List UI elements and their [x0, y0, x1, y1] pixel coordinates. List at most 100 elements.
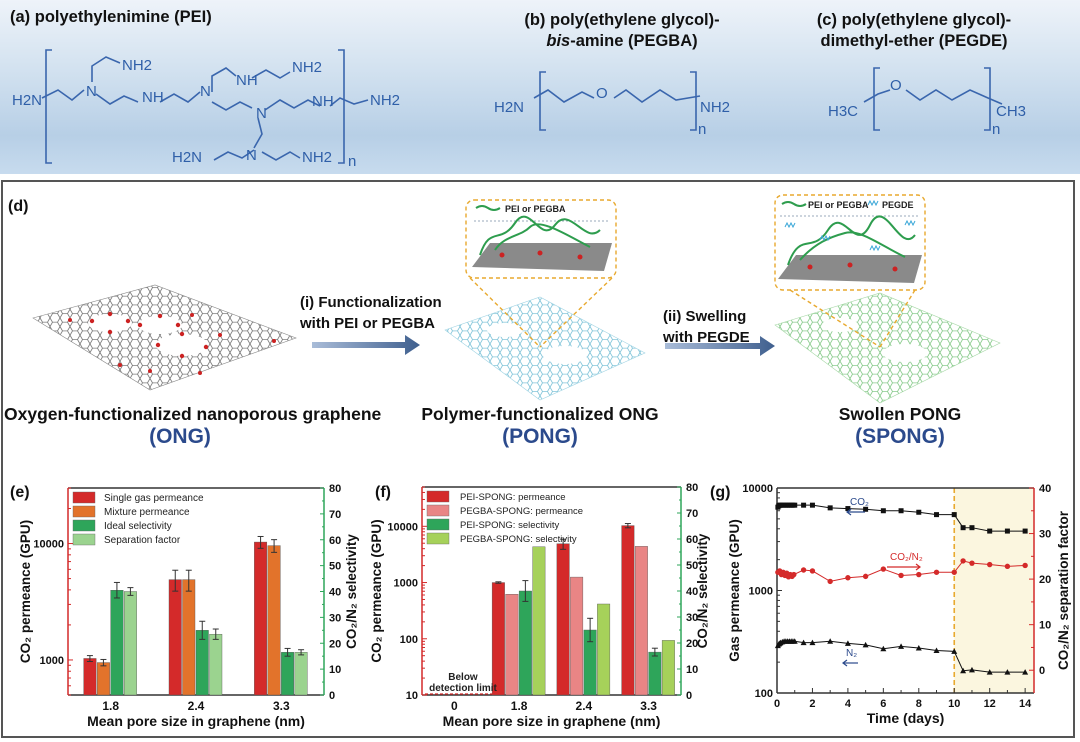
stage-abbr-spong: (SPONG)	[855, 425, 945, 448]
data-point-selectivity	[969, 560, 975, 566]
x-axis-label: Mean pore size in graphene (nm)	[443, 713, 661, 729]
bar-pei-spong-permeance	[491, 582, 505, 696]
panel-g-label: (g)	[710, 484, 731, 501]
bond	[253, 117, 263, 149]
structure-c-title-line2: dimethyl-ether (PEGDE)	[820, 32, 1008, 50]
arrow-step2-icon	[665, 336, 775, 356]
pegde-label: n	[992, 121, 1000, 138]
y-tick-label-right: 20	[329, 638, 341, 650]
data-point-selectivity	[916, 571, 922, 578]
y-tick-label-right: 50	[686, 560, 698, 572]
x-tick-label: 4	[845, 698, 852, 710]
legend-swatch	[426, 518, 450, 531]
y-tick-label-right: 20	[1039, 574, 1051, 586]
bar-mixture-permeance	[182, 579, 196, 696]
inset2-legend-a: PEI or PEGBA	[808, 200, 869, 210]
y-tick-label-left: 100	[400, 634, 418, 646]
y-axis-label-right: CO₂/N₂ separation factor	[1056, 510, 1071, 670]
data-point-co2	[863, 506, 869, 512]
pei-label: H2N	[172, 149, 202, 166]
structure-c-title-line1: (c) poly(ethylene glycol)-	[816, 11, 1012, 29]
legend-label: PEGBA-SPONG: permeance	[460, 506, 583, 517]
y-tick-label-right: 40	[1039, 483, 1051, 495]
annotation-below-line2: detection limit	[429, 683, 497, 694]
bar-pei-spong-selectivity	[648, 651, 662, 696]
pei-label: N	[246, 147, 257, 164]
y-tick-label-right: 50	[329, 561, 341, 573]
data-point-selectivity	[862, 573, 869, 580]
data-point-n2	[968, 666, 975, 673]
pegde-structure: H3C O CH3 n	[828, 67, 1026, 138]
chart-g: 100 1000 10000 0 10 20 30 40 0 2 4 6 8 10 12 14 CO₂ CO₂/N…	[727, 483, 1071, 726]
y-tick-label-left: 1000	[749, 586, 773, 598]
stage-abbr-pong: (PONG)	[502, 425, 578, 448]
bond	[211, 101, 253, 111]
data-point-co2	[987, 528, 993, 534]
y-tick-label-right: 40	[686, 586, 698, 598]
x-tick-label: 8	[916, 698, 922, 710]
data-point-co2	[960, 525, 966, 531]
legend-swatch	[72, 533, 96, 546]
step1-line1: (i) Functionalization	[300, 294, 442, 311]
data-point-selectivity	[827, 578, 833, 585]
data-point-selectivity	[791, 571, 797, 578]
y-tick-label-right: 30	[1039, 529, 1051, 541]
step1-text: (i) Functionalization with PEI or PEGBA	[300, 292, 442, 334]
x-tick-label: 0	[451, 699, 458, 713]
pei-structure: H2N NH2 N NH N N N NH NH2 NH N NH2 H2N N…	[12, 49, 400, 170]
data-point-n2	[898, 643, 905, 649]
y-tick-label-right: 40	[329, 587, 341, 599]
y-tick-label-right: 0	[1039, 665, 1045, 677]
x-tick-label: 6	[880, 698, 886, 710]
bar-ideal-selectivity	[195, 630, 209, 696]
bar-pegba-spong-selectivity	[661, 640, 675, 696]
y-axis-label-right: CO₂/N₂ selectivity	[695, 533, 710, 648]
spong-inset: PEI or PEGBA PEGDE	[774, 194, 926, 348]
y-tick-label-left: 10000	[742, 483, 773, 495]
bar-ideal-selectivity	[110, 590, 124, 696]
x-tick-label: 0	[774, 698, 780, 710]
structure-b-title-italic: bis	[546, 32, 571, 50]
y-axis-label-left: Gas permeance (GPU)	[727, 519, 742, 662]
bar-separation-factor	[209, 633, 223, 696]
bond	[264, 99, 321, 111]
annotation-co2-n2: CO₂/N₂	[890, 552, 923, 563]
structure-c-title: (c) poly(ethylene glycol)- dimethyl-ethe…	[800, 10, 1028, 52]
data-point-n2	[862, 641, 869, 648]
step1-line2: with PEI or PEGBA	[300, 315, 436, 332]
data-point-co2	[880, 508, 886, 514]
pei-label: n	[348, 153, 356, 170]
structure-a-title: (a) polyethylenimine (PEI)	[10, 8, 212, 26]
data-point-n2	[880, 645, 887, 652]
data-point-n2	[1022, 669, 1029, 675]
panel-d-label: (d)	[8, 198, 29, 215]
legend-swatch	[426, 504, 450, 517]
legend-label: PEI-SPONG: permeance	[460, 492, 566, 503]
stage-caption-pong: Polymer-functionalized ONG	[421, 404, 659, 424]
bond	[41, 89, 85, 102]
data-point-n2	[809, 639, 816, 646]
pei-label: NH	[312, 93, 334, 110]
bar-pegba-spong-permeance	[634, 546, 648, 696]
bond	[533, 89, 595, 103]
pegba-label: n	[698, 121, 706, 138]
bar-single-gas-permeance	[168, 579, 182, 696]
data-point-selectivity	[898, 572, 904, 579]
data-point-selectivity	[880, 566, 887, 572]
legend-label: Separation factor	[104, 535, 181, 546]
data-point-co2	[1022, 528, 1028, 534]
y-tick-label-right: 30	[686, 612, 698, 624]
data-point-co2	[809, 502, 815, 508]
bond	[863, 89, 891, 103]
pei-label: H2N	[12, 92, 42, 109]
structure-b-title-rest: -amine (PEGBA)	[570, 32, 698, 50]
y-tick-label-left: 1000	[40, 655, 64, 667]
data-point-co2	[969, 525, 975, 531]
annotation-n2: N₂	[846, 648, 857, 659]
bar-pei-spong-permeance	[621, 525, 635, 696]
bracket-left	[45, 49, 52, 164]
y-tick-label-left: 10	[406, 690, 418, 702]
y-tick-label-left: 1000	[394, 578, 418, 590]
data-point-n2	[933, 647, 940, 653]
bar-pei-spong-permeance	[556, 543, 570, 696]
